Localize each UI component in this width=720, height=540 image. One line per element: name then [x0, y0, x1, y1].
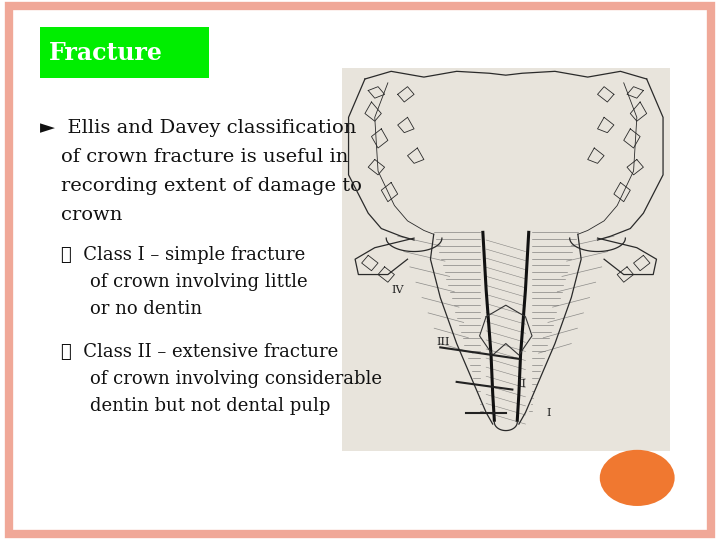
Text: ✓  Class II – extensive fracture: ✓ Class II – extensive fracture: [61, 343, 338, 361]
Text: I: I: [546, 408, 551, 417]
Text: IV: IV: [392, 285, 404, 295]
Text: of crown involving considerable: of crown involving considerable: [90, 370, 382, 388]
Circle shape: [600, 450, 675, 506]
Text: crown: crown: [61, 206, 122, 224]
Text: recording extent of damage to: recording extent of damage to: [61, 177, 362, 195]
Text: or no dentin: or no dentin: [90, 300, 202, 318]
Text: II: II: [518, 379, 526, 389]
FancyBboxPatch shape: [40, 27, 209, 78]
Text: dentin but not dental pulp: dentin but not dental pulp: [90, 397, 330, 415]
Text: ►  Ellis and Davey classification: ► Ellis and Davey classification: [40, 119, 356, 137]
Text: of crown involving little: of crown involving little: [90, 273, 307, 291]
Text: III: III: [437, 336, 450, 347]
Text: of crown fracture is useful in: of crown fracture is useful in: [61, 148, 348, 166]
Text: ✓  Class I – simple fracture: ✓ Class I – simple fracture: [61, 246, 305, 264]
FancyBboxPatch shape: [342, 68, 670, 451]
Text: Fracture: Fracture: [49, 40, 163, 65]
